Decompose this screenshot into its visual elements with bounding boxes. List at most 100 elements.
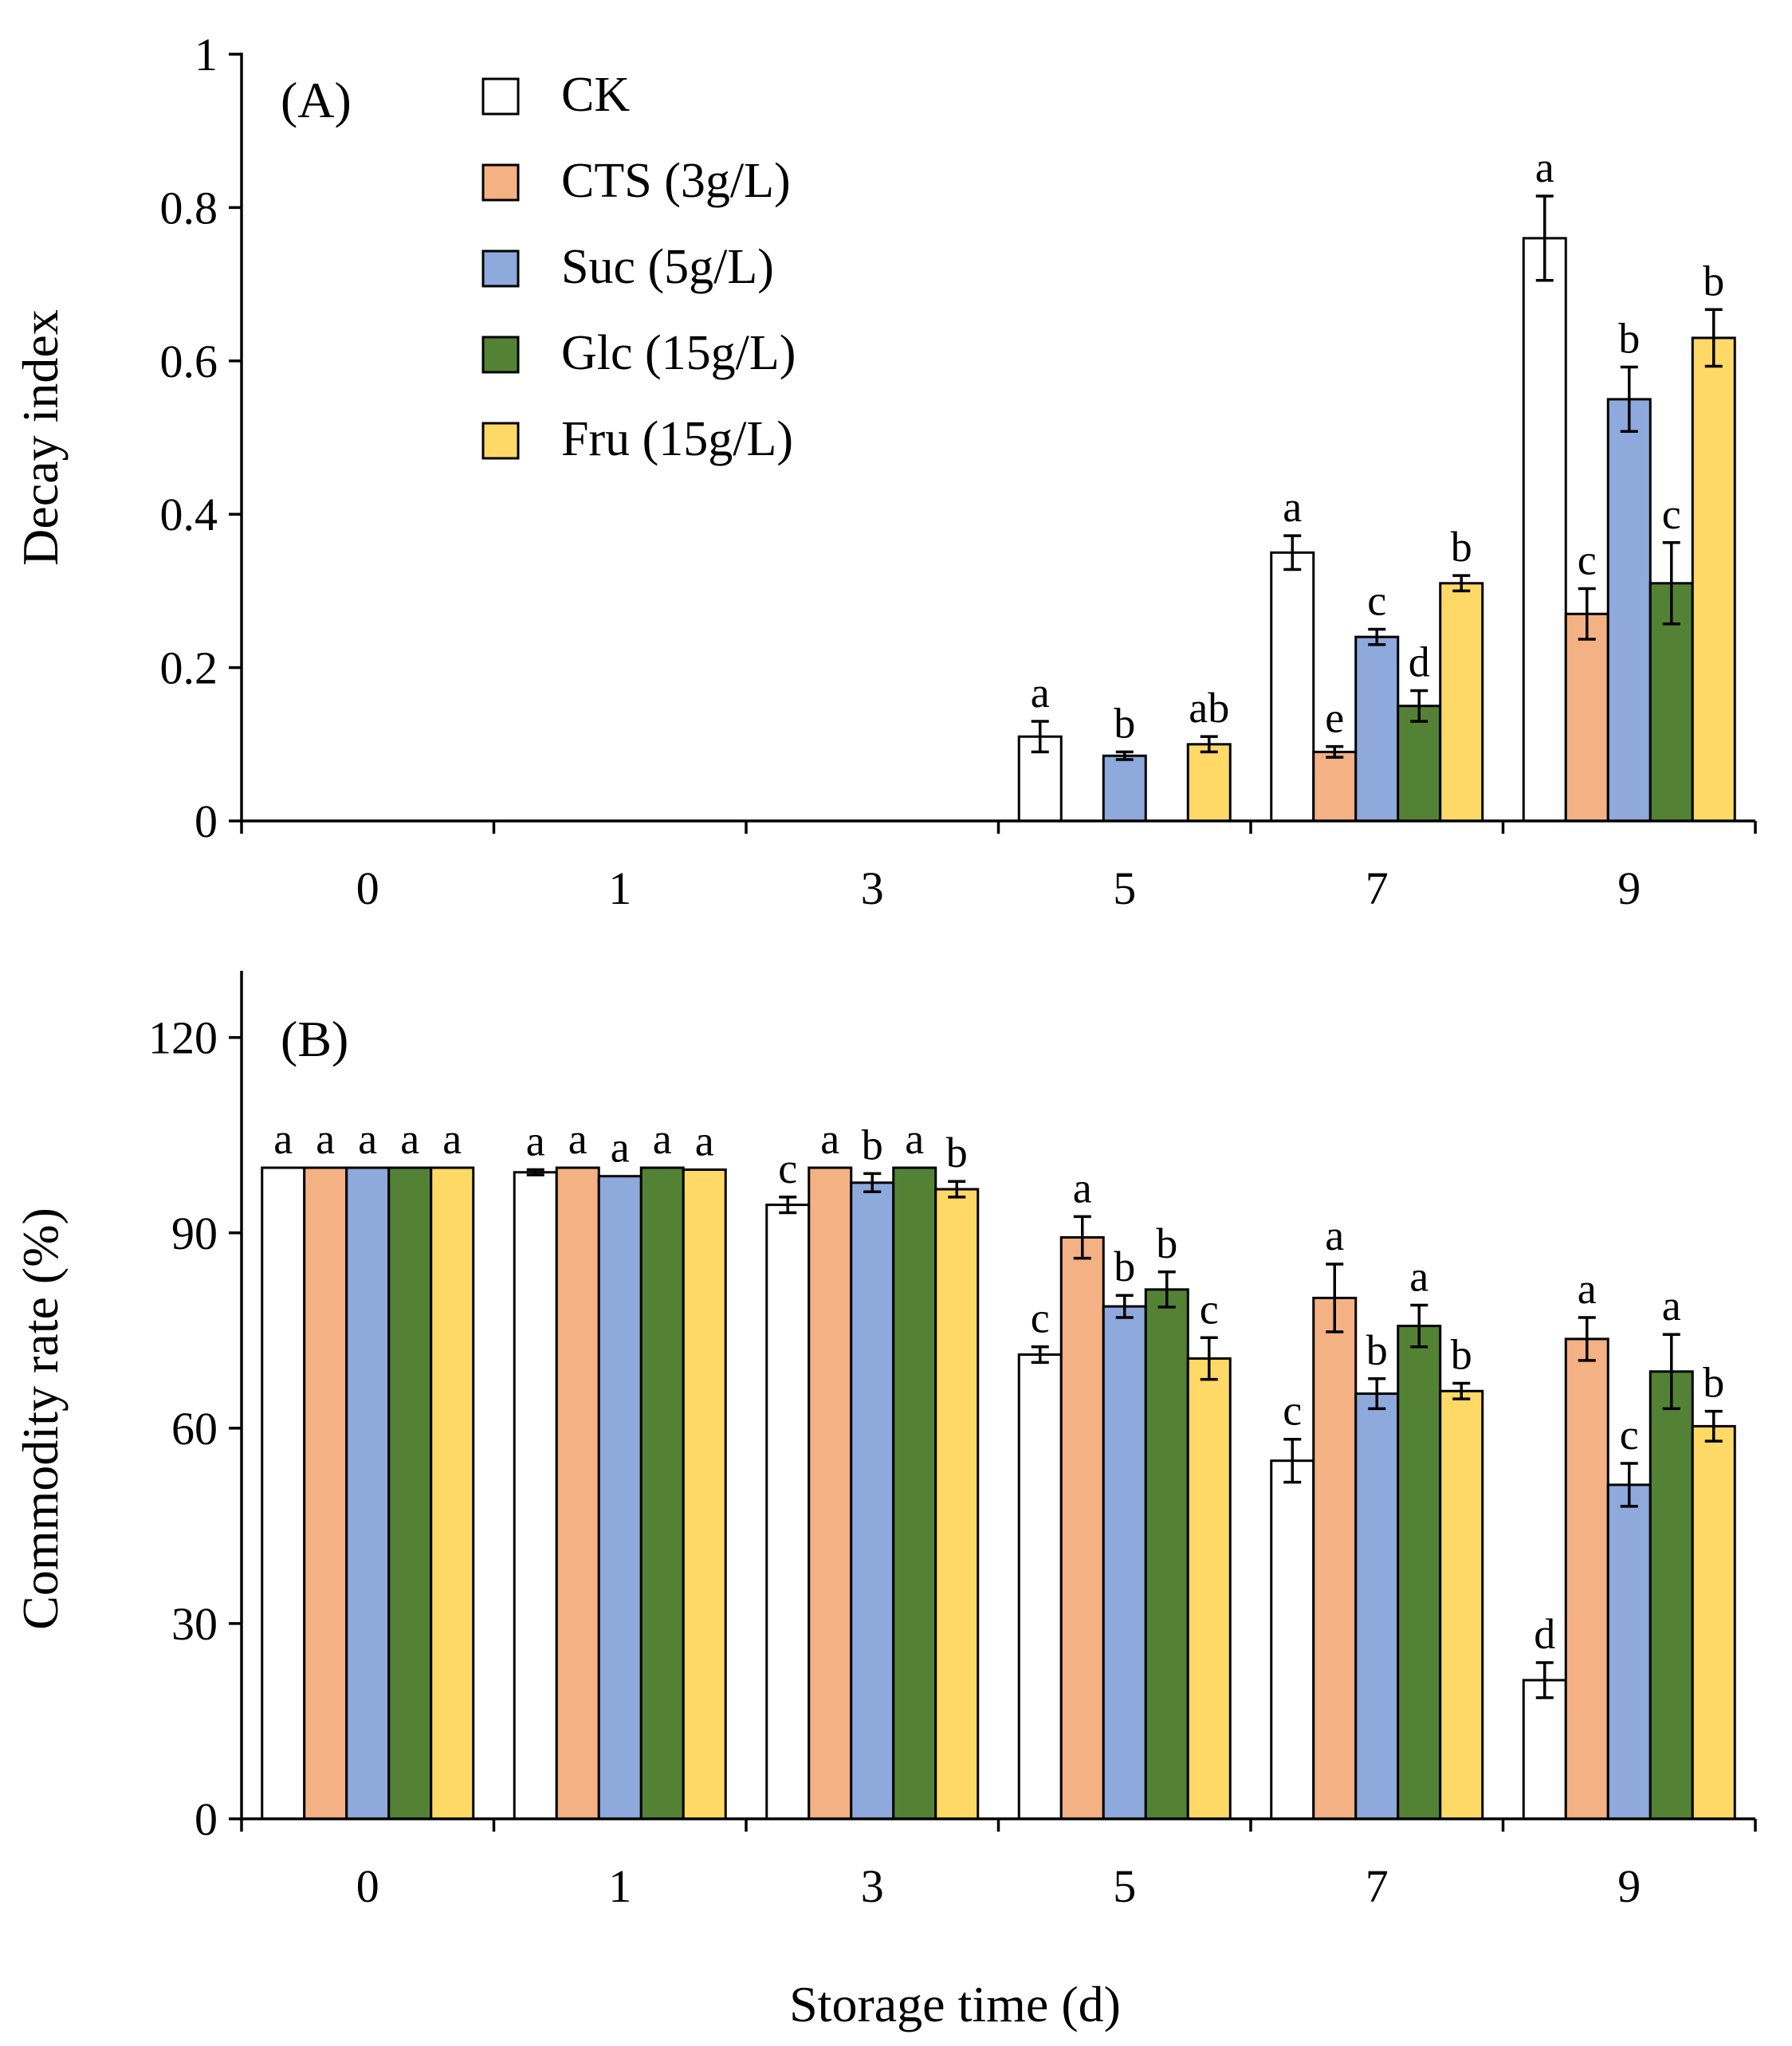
panel-b-bar-fru-day-9 xyxy=(1691,1424,1736,1820)
panel-a-sig-label-fru-day-5: ab xyxy=(1189,684,1229,732)
panel-b-x-tick-label-0: 0 xyxy=(356,1860,379,1912)
panel-b-sig-label-suc-day-5: b xyxy=(1114,1243,1135,1290)
panel-b-sig-label-fru-day-1: a xyxy=(695,1117,714,1165)
panel-a-sig-label-suc-day-5: b xyxy=(1114,699,1135,747)
panel-b-y-tick-label-0: 0 xyxy=(195,1793,218,1845)
panel-a-sig-label-fru-day-9: b xyxy=(1703,257,1724,304)
panel-b-x-tick-label-5: 5 xyxy=(1113,1860,1136,1912)
panel-b-sig-label-glc-day-9: a xyxy=(1662,1282,1681,1329)
panel-a-bar-ck-day-7 xyxy=(1270,551,1315,823)
panel-a-sig-label-cts-day-9: c xyxy=(1578,536,1597,584)
panel-b-sig-label-cts-day-5: a xyxy=(1073,1164,1092,1211)
panel-b-bar-cts-day-0 xyxy=(303,1166,348,1820)
panel-b-bar-suc-day-9 xyxy=(1606,1483,1652,1820)
panel-b-x-tick-label-3: 3 xyxy=(861,1860,884,1912)
panel-b-sig-label-ck-day-9: d xyxy=(1534,1610,1555,1658)
panel-b-sig-label-suc-day-1: a xyxy=(611,1124,630,1172)
panel-a-x-tick-label-3: 3 xyxy=(861,862,884,914)
panel-a-sig-label-ck-day-5: a xyxy=(1031,669,1050,717)
panel-b-sig-label-ck-day-0: a xyxy=(273,1115,293,1163)
panel-b-bar-glc-day-1 xyxy=(639,1166,685,1820)
legend-swatch-fru xyxy=(481,422,520,460)
panel-b-y-tick-label-60: 60 xyxy=(171,1403,218,1455)
panel-a-sig-label-cts-day-7: e xyxy=(1325,694,1344,742)
panel-b-bar-ck-day-3 xyxy=(765,1204,811,1820)
panel-b-sig-label-suc-day-3: b xyxy=(862,1121,883,1168)
panel-b-sig-label-fru-day-5: c xyxy=(1200,1285,1219,1333)
panel-a-x-tick-label-5: 5 xyxy=(1113,862,1136,914)
panel-b-sig-label-cts-day-7: a xyxy=(1325,1211,1344,1259)
panel-b-sig-label-cts-day-3: a xyxy=(820,1115,839,1163)
panel-b-bar-cts-day-3 xyxy=(808,1166,853,1820)
panel-b-bar-suc-day-1 xyxy=(597,1175,643,1820)
panel-b-bar-fru-day-3 xyxy=(934,1188,980,1820)
panel-b-x-tick-label-7: 7 xyxy=(1366,1860,1389,1912)
panel-a-sig-label-fru-day-7: b xyxy=(1451,523,1472,571)
panel-b-bar-suc-day-0 xyxy=(345,1166,391,1820)
panel-b-sig-label-glc-day-7: a xyxy=(1409,1252,1428,1300)
panel-b-bar-suc-day-3 xyxy=(850,1181,895,1820)
panel-b-sig-label-glc-day-5: b xyxy=(1156,1219,1177,1267)
panel-b-sig-label-cts-day-1: a xyxy=(568,1115,588,1163)
panel-b-sig-label-cts-day-0: a xyxy=(316,1115,335,1163)
legend-label-suc: Suc (5g/L) xyxy=(561,240,774,294)
legend: CK CTS (3g/L) Suc (5g/L) Glc (15g/L) Fru (15… xyxy=(481,68,796,466)
panel-a-y-tick-label-0.8: 0.8 xyxy=(160,182,218,234)
panel-a-y-tick-label-0.2: 0.2 xyxy=(160,642,218,694)
legend-swatch-suc xyxy=(481,249,520,288)
panel-a-sig-label-ck-day-9: a xyxy=(1535,143,1554,191)
legend-label-ck: CK xyxy=(561,68,630,122)
panel-b-bar-suc-day-5 xyxy=(1102,1305,1147,1820)
panel-a-bar-suc-day-9 xyxy=(1606,398,1652,823)
panel-b-bar-cts-day-5 xyxy=(1059,1235,1105,1820)
legend-label-glc: Glc (15g/L) xyxy=(561,326,796,380)
panel-b-label: (B) xyxy=(281,1011,348,1067)
panel-b-y-tick-label-30: 30 xyxy=(171,1598,218,1650)
panel-b-bar-cts-day-7 xyxy=(1312,1296,1358,1820)
panel-a-sig-label-suc-day-9: b xyxy=(1618,314,1640,362)
panel-b-sig-label-fru-day-3: b xyxy=(946,1129,968,1176)
panel-b-sig-label-ck-day-7: c xyxy=(1283,1387,1302,1435)
panel-a-x-tick-label-7: 7 xyxy=(1366,862,1389,914)
legend-swatch-cts xyxy=(481,163,520,202)
panel-b-bar-cts-day-1 xyxy=(555,1166,600,1820)
panel-a-bar-suc-day-7 xyxy=(1354,635,1400,823)
panel-b-bar-glc-day-7 xyxy=(1397,1325,1442,1820)
panel-b-bar-fru-day-0 xyxy=(430,1166,475,1820)
panel-a-y-tick-label-1: 1 xyxy=(195,29,218,81)
panel-a-bar-glc-day-7 xyxy=(1397,705,1442,823)
panel-a-sig-label-suc-day-7: c xyxy=(1367,577,1386,625)
panel-b-sig-label-ck-day-3: c xyxy=(778,1145,797,1192)
panel-a-bar-fru-day-5 xyxy=(1186,743,1232,823)
panel-a-x-tick-label-0: 0 xyxy=(356,862,379,914)
panel-b-sig-label-ck-day-1: a xyxy=(526,1117,545,1165)
panel-b-x-tick-label-9: 9 xyxy=(1617,1860,1641,1912)
panel-b-bar-ck-day-0 xyxy=(261,1166,306,1820)
panel-a-label: (A) xyxy=(281,72,352,128)
panel-a-bar-fru-day-7 xyxy=(1439,582,1484,823)
panel-b-y-tick-label-120: 120 xyxy=(148,1012,218,1064)
panel-b-bar-fru-day-5 xyxy=(1186,1357,1232,1820)
panel-b-sig-label-glc-day-1: a xyxy=(653,1115,672,1163)
panel-b-bar-ck-day-7 xyxy=(1270,1459,1315,1820)
panel-b-sig-label-suc-day-0: a xyxy=(358,1115,377,1163)
panel-a-bar-cts-day-7 xyxy=(1312,750,1358,823)
panel-b-x-tick-label-1: 1 xyxy=(608,1860,631,1912)
panel-b-bar-fru-day-7 xyxy=(1439,1389,1484,1820)
panel-a-bar-suc-day-5 xyxy=(1102,754,1147,823)
panel-b-bar-glc-day-0 xyxy=(387,1166,433,1820)
panel-b-bar-glc-day-5 xyxy=(1144,1288,1189,1820)
panel-b-bar-ck-day-9 xyxy=(1522,1679,1567,1820)
panel-b-y-tick-label-90: 90 xyxy=(171,1208,218,1259)
panel-b-sig-label-glc-day-3: a xyxy=(905,1115,924,1163)
panel-a-bar-fru-day-9 xyxy=(1691,336,1736,823)
panel-b-sig-label-suc-day-7: b xyxy=(1366,1326,1388,1374)
legend-label-fru: Fru (15g/L) xyxy=(561,412,793,466)
panel-b-sig-label-fru-day-9: b xyxy=(1703,1359,1724,1407)
legend-swatch-glc xyxy=(481,336,520,374)
panel-a-x-tick-label-9: 9 xyxy=(1617,862,1641,914)
panel-b-bar-glc-day-9 xyxy=(1649,1370,1694,1820)
